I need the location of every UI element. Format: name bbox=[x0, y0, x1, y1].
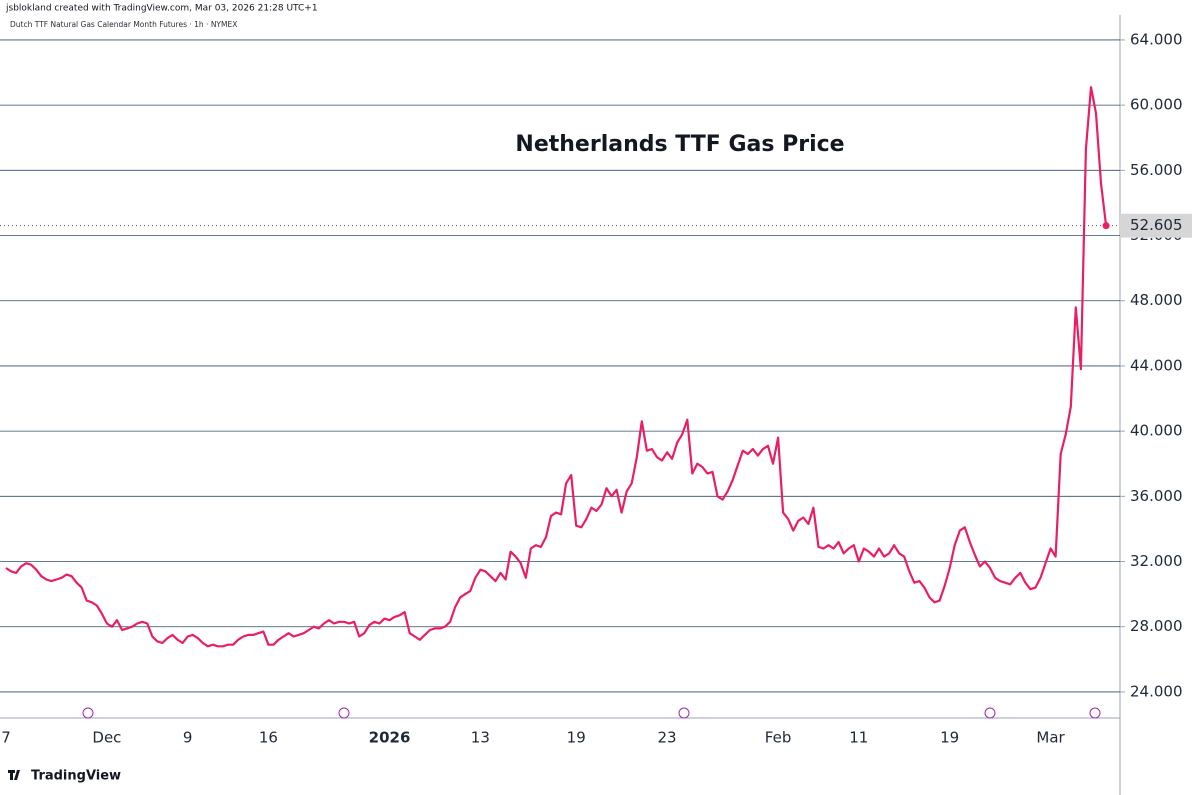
y-tick-label: 60.000 bbox=[1130, 96, 1183, 114]
x-tick-label: 16 bbox=[259, 729, 278, 747]
y-tick-label: 56.000 bbox=[1130, 161, 1183, 179]
price-line bbox=[5, 86, 1108, 648]
y-tick-label: 44.000 bbox=[1130, 356, 1183, 374]
x-tick-label: 7 bbox=[1, 729, 11, 747]
chart-title: Netherlands TTF Gas Price bbox=[515, 132, 844, 157]
chart-subtitle: Dutch TTF Natural Gas Calendar Month Fut… bbox=[10, 20, 237, 29]
x-tick-label: 9 bbox=[183, 729, 193, 747]
logo-text: TradingView bbox=[31, 769, 121, 784]
x-tick-label: Dec bbox=[92, 729, 121, 747]
x-tick-label: 19 bbox=[567, 729, 586, 747]
x-tick-label: 2026 bbox=[369, 729, 411, 747]
attribution: jsblokland created with TradingView.com,… bbox=[5, 4, 318, 14]
x-tick-label: Mar bbox=[1036, 729, 1065, 747]
y-tick-label: 24.000 bbox=[1130, 682, 1183, 700]
y-tick-label: 32.000 bbox=[1130, 552, 1183, 570]
x-tick-label: 11 bbox=[849, 729, 868, 747]
last-price-box bbox=[1120, 213, 1192, 238]
x-tick-label: 23 bbox=[658, 729, 677, 747]
y-tick-label: 28.000 bbox=[1130, 617, 1183, 635]
logo bbox=[8, 770, 20, 780]
event-icons bbox=[82, 707, 1101, 719]
x-tick-label: 13 bbox=[471, 729, 490, 747]
last-price-label: 52.605 bbox=[1130, 216, 1183, 234]
x-tick-label: Feb bbox=[765, 729, 792, 747]
y-tick-label: 36.000 bbox=[1130, 487, 1183, 505]
last-price-dot bbox=[1102, 222, 1110, 230]
y-tick-label: 40.000 bbox=[1130, 422, 1183, 440]
y-tick-label: 48.000 bbox=[1130, 291, 1183, 309]
x-tick-label: 19 bbox=[940, 729, 959, 747]
y-tick-label: 64.000 bbox=[1130, 30, 1183, 48]
